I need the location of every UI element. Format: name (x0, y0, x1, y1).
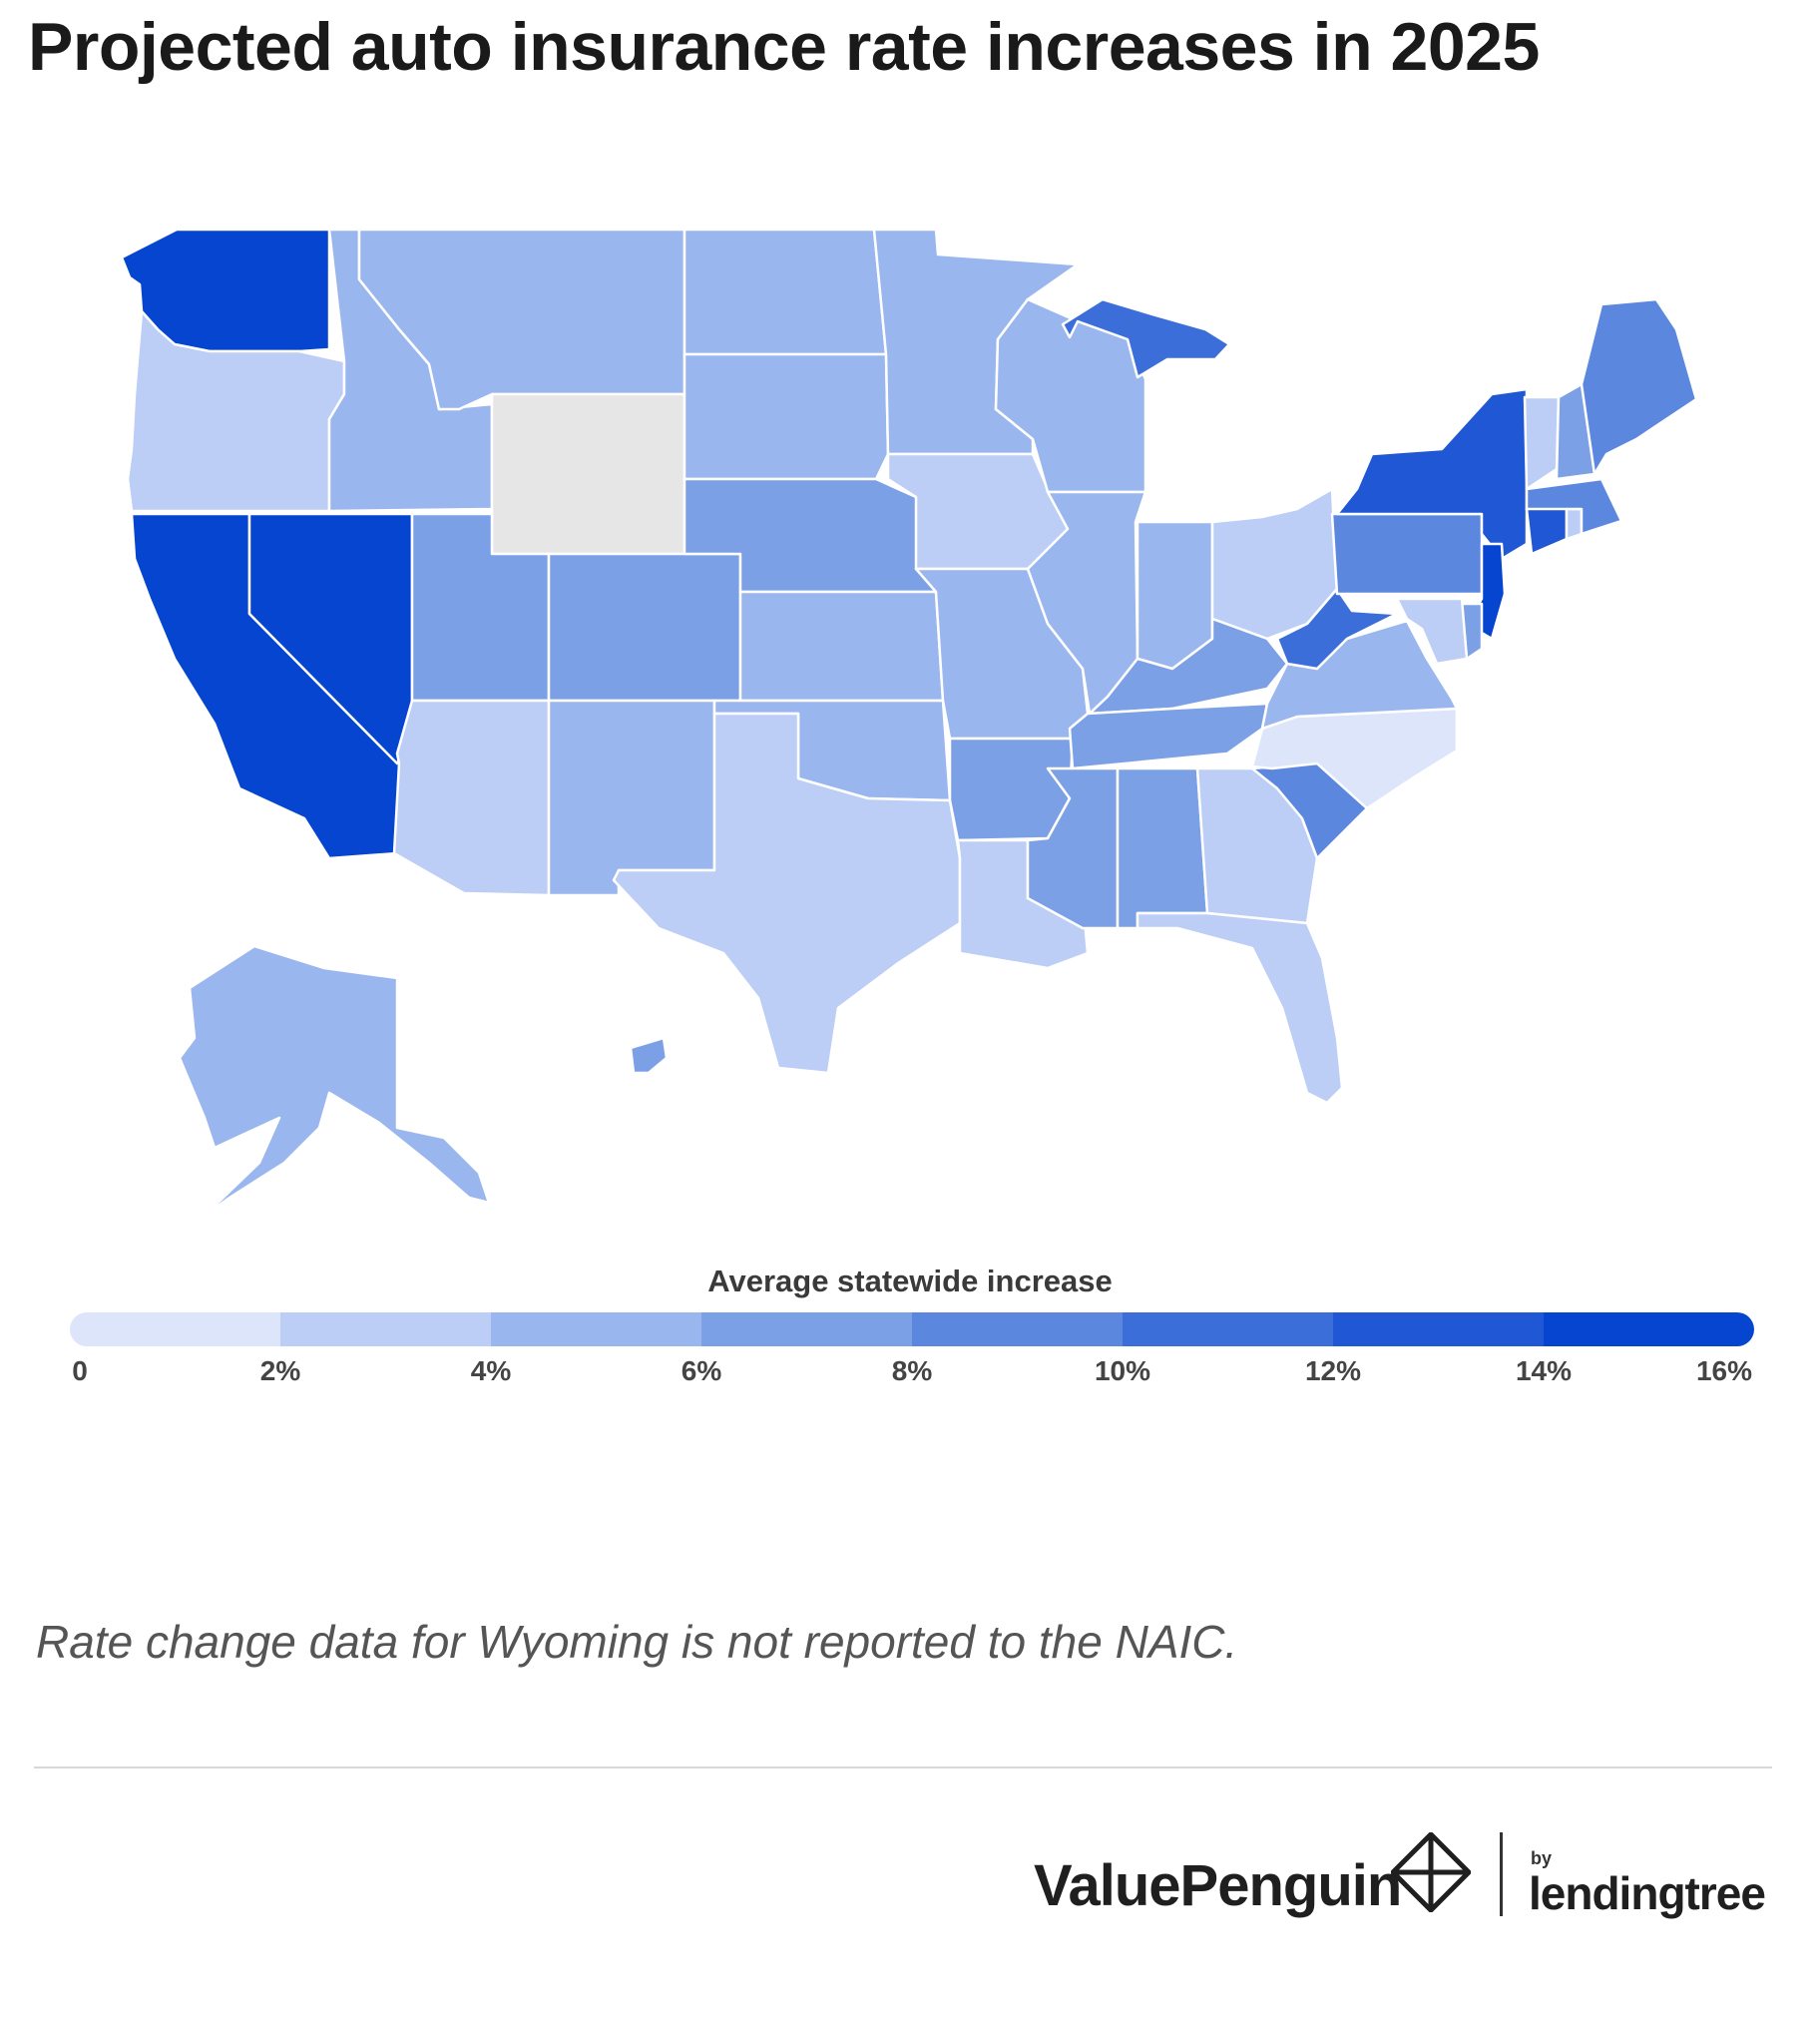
legend-tick-row: 0 2% 4% 6% 8% 10% 12% 14% 16% (0, 1355, 1820, 1395)
state-ME[interactable] (1580, 297, 1698, 476)
legend-segment-3 (701, 1312, 912, 1346)
state-MI[interactable] (1061, 297, 1231, 379)
legend-tick-label: 10% (1094, 1355, 1151, 1386)
legend-tick-label: 2% (259, 1355, 301, 1386)
state-WV[interactable] (1275, 587, 1399, 671)
legend-segment-5 (1123, 1312, 1333, 1346)
state-AK[interactable] (178, 944, 491, 1218)
state-WI[interactable] (994, 297, 1147, 494)
footnote: Rate change data for Wyoming is not repo… (36, 1616, 1238, 1668)
logo-separator (1500, 1832, 1503, 1916)
legend-title: Average statewide increase (707, 1264, 1113, 1298)
legend-segment-4 (912, 1312, 1123, 1346)
lendingtree-logo-text: lendingtree (1529, 1867, 1766, 1919)
state-MA[interactable] (1525, 477, 1623, 536)
valuepenguin-logo-icon (1391, 1832, 1471, 1912)
legend-segment-2 (491, 1312, 701, 1346)
legend-segment-1 (280, 1312, 491, 1346)
state-FL[interactable] (1136, 911, 1344, 1105)
state-WY[interactable] (490, 392, 686, 556)
legend-color-scale (70, 1312, 1754, 1346)
state-RI[interactable] (1565, 507, 1584, 541)
state-PA[interactable] (1330, 512, 1484, 596)
state-AL[interactable] (1116, 766, 1209, 930)
legend-segment-7 (1544, 1312, 1754, 1346)
state-VA[interactable] (1260, 619, 1459, 731)
chart-title: Projected auto insurance rate increases … (28, 9, 1540, 85)
state-CT[interactable] (1525, 502, 1569, 556)
state-HI[interactable] (629, 1036, 669, 1075)
valuepenguin-logo-text: ValuePenguin (1034, 1853, 1402, 1918)
state-TN[interactable] (1068, 702, 1269, 770)
legend-tick-label: 12% (1304, 1355, 1362, 1386)
legend-tick-label: 16% (1695, 1355, 1753, 1386)
legend-segment-0 (70, 1312, 280, 1346)
legend-tick-label: 6% (681, 1355, 722, 1386)
state-TX[interactable] (612, 712, 962, 1075)
state-KY[interactable] (1088, 617, 1289, 716)
state-VT[interactable] (1523, 395, 1561, 491)
legend-segment-6 (1333, 1312, 1544, 1346)
state-NM[interactable] (547, 699, 716, 897)
legend-tick-label: 4% (470, 1355, 512, 1386)
state-KS[interactable] (738, 590, 945, 703)
state-SD[interactable] (682, 352, 890, 481)
logo-by-label: by (1531, 1848, 1553, 1868)
legend-tick-label: 14% (1515, 1355, 1573, 1386)
state-MD[interactable] (1395, 597, 1469, 666)
legend-tick-label: 0 (72, 1355, 88, 1386)
state-NC[interactable] (1250, 707, 1459, 810)
legend-tick-label: 8% (891, 1355, 933, 1386)
state-NY[interactable] (1335, 387, 1529, 561)
state-AZ[interactable] (392, 699, 551, 897)
footer-divider (34, 1767, 1772, 1769)
state-ND[interactable] (682, 228, 888, 356)
state-CO[interactable] (547, 552, 742, 703)
